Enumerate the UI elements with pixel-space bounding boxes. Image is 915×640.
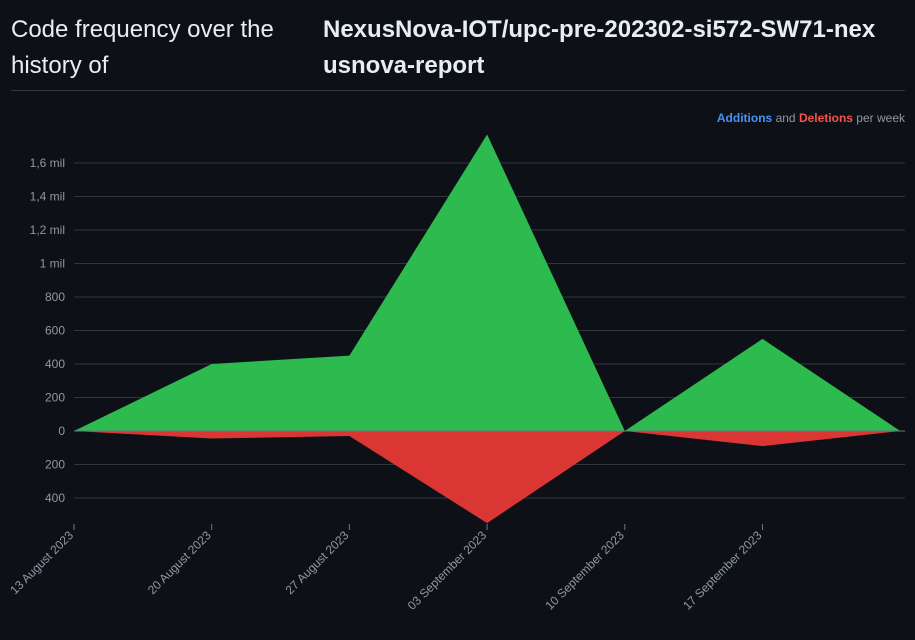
chart-legend: Additions and Deletions per week [717,111,905,125]
y-tick-label: 0 [58,424,65,438]
x-tick-label: 03 September 2023 [405,528,490,613]
x-tick-label: 20 August 2023 [145,528,214,597]
x-tick-label: 17 September 2023 [680,528,765,613]
additions-area [74,134,901,431]
y-tick-label: 200 [45,458,65,472]
y-tick-label: 1 mil [40,257,65,271]
y-tick-label: 1,2 mil [30,223,65,237]
legend-additions: Additions [716,111,773,125]
legend-suffix: per week [856,111,905,125]
y-tick-label: 800 [45,290,65,304]
y-tick-label: 400 [45,491,65,505]
x-tick-label: 13 August 2023 [7,528,76,597]
page-header: Code frequency over the history of Nexus… [11,10,905,91]
x-tick-label: 27 August 2023 [283,528,352,597]
x-tick-label: 10 September 2023 [542,528,627,613]
y-tick-label: 400 [45,357,65,371]
legend-deletions: Deletions [798,111,853,125]
y-tick-label: 1,4 mil [30,190,65,204]
repo-name: NexusNova-IOT/upc-pre-202302-si572-SW71-… [323,16,876,79]
y-tick-label: 600 [45,324,65,338]
page-title-prefix: Code frequency over the history of [11,16,274,79]
y-tick-label: 1,6 mil [30,156,65,170]
legend-joiner: and [775,111,796,125]
y-tick-label: 200 [45,391,65,405]
deletions-area [74,431,901,524]
